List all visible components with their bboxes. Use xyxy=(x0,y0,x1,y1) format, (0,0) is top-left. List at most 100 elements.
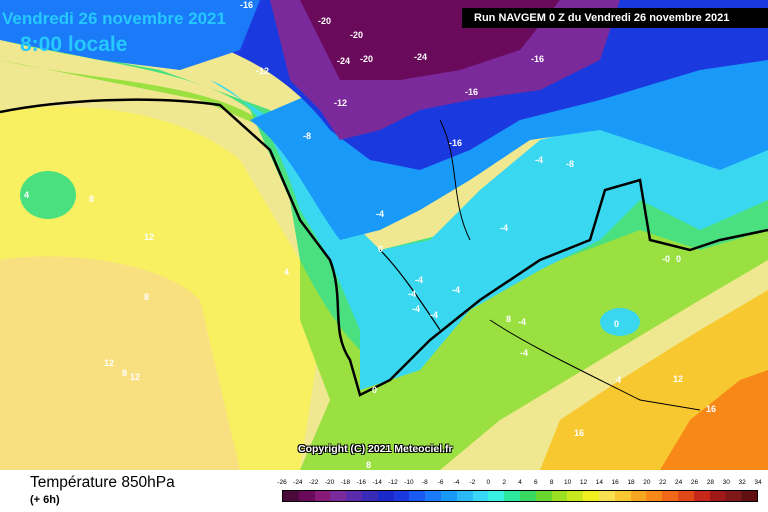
legend-label: 10 xyxy=(563,479,572,486)
isotherm-label: -20 xyxy=(350,30,363,40)
legend-swatch xyxy=(425,491,441,501)
legend-swatch xyxy=(298,491,315,501)
copyright-text: Copyright (C) 2021 Meteociel.fr xyxy=(298,443,453,455)
legend-swatch xyxy=(677,491,694,501)
isotherm-label: 16 xyxy=(574,428,584,438)
legend-swatch xyxy=(551,491,568,501)
isotherm-label: 16 xyxy=(706,404,716,414)
legend-label: -26 xyxy=(277,479,287,486)
isotherm-label: 12 xyxy=(104,358,114,368)
isotherm-label: -4 xyxy=(520,348,528,358)
legend-label: 14 xyxy=(595,479,603,486)
legend-swatch xyxy=(709,491,726,501)
isotherm-label: -8 xyxy=(566,159,574,169)
hot-zone-southeast xyxy=(660,370,768,470)
isotherm-label: -24 xyxy=(337,56,350,66)
isotherm-label: 8 xyxy=(506,314,511,324)
map-canvas: -16 -20 -20 -24 -20 -24 -12 -16 -16 -12 -8 -16 -4 -8 -… xyxy=(0,0,768,470)
legend-label: 18 xyxy=(627,479,635,486)
forecast-step: (+ 6h) xyxy=(30,494,60,506)
legend-label: 2 xyxy=(502,479,506,486)
legend-swatch xyxy=(662,491,678,501)
legend-swatch xyxy=(630,491,647,501)
isotherm-label: -16 xyxy=(465,87,478,97)
isotherm-label: -24 xyxy=(414,52,427,62)
isotherm-label: -16 xyxy=(531,54,544,64)
legend-swatch xyxy=(614,491,631,501)
isotherm-label: 4 xyxy=(616,375,621,385)
legend-label: 12 xyxy=(579,479,588,486)
legend-swatch xyxy=(646,491,663,501)
legend-swatch xyxy=(283,491,299,501)
isotherm-label: -4 xyxy=(408,289,416,299)
legend-label: -10 xyxy=(404,479,414,486)
isotherm-label: -16 xyxy=(240,0,253,10)
isotherm-label: -20 xyxy=(318,16,331,26)
legend-swatch xyxy=(519,491,536,501)
coastline-scandinavia xyxy=(439,119,471,241)
legend-label: 4 xyxy=(518,479,522,486)
isotherm-label: -4 xyxy=(518,317,526,327)
legend-color-bar xyxy=(282,490,758,502)
isotherm-label: 12 xyxy=(130,372,140,382)
legend-label: -2 xyxy=(469,479,476,486)
legend-label: 20 xyxy=(643,479,651,486)
coastline-europe xyxy=(379,249,441,331)
legend-swatch xyxy=(535,491,552,501)
legend-label: 24 xyxy=(675,479,683,486)
legend-swatch xyxy=(361,491,378,501)
zero-isotherm-line xyxy=(0,98,768,397)
isotherm-label: 8 xyxy=(89,194,94,204)
isotherm-label: -4 xyxy=(452,285,460,295)
legend-swatch xyxy=(741,491,757,501)
isotherm-label: -12 xyxy=(334,98,347,108)
legend-label: 22 xyxy=(659,479,667,486)
legend-label: -16 xyxy=(356,479,367,486)
isotherm-label: -12 xyxy=(256,66,269,76)
legend-label: -8 xyxy=(421,479,428,486)
legend-swatch xyxy=(598,491,615,501)
isotherm-label: -4 xyxy=(500,223,508,233)
legend-label: -20 xyxy=(324,479,335,486)
legend-label: -18 xyxy=(340,479,351,486)
legend-label: 0 xyxy=(486,479,491,486)
isotherm-label: 4 xyxy=(24,190,29,200)
coastline-mediterranean xyxy=(489,319,701,411)
north-atlantic-cold xyxy=(0,0,260,70)
color-scale-legend: -26 -24 -22 -20 -18 -16 -14 -12 -10 -8 -6 -4 -2 0 2 4 6 8… xyxy=(277,479,762,502)
parameter-title: Température 850hPa xyxy=(30,474,175,491)
legend-swatch xyxy=(456,491,473,501)
legend-label: 16 xyxy=(611,479,619,486)
legend-label: 34 xyxy=(754,479,762,486)
isotherm-label: -4 xyxy=(415,275,423,285)
isotherm-label: 12 xyxy=(673,374,683,384)
forecast-time-title: 8:00 locale xyxy=(20,33,128,56)
legend-swatch xyxy=(583,491,599,501)
isotherm-labels: -16 -20 -20 -24 -20 -24 -12 -16 -16 -12 -8 -16 -4 -8 -… xyxy=(24,0,716,470)
legend-labels: -26 -24 -22 -20 -18 -16 -14 -12 -10 -8 -6 -4 -2 0 2 4 6 8… xyxy=(277,479,762,489)
isotherm-label: -8 xyxy=(303,131,311,141)
isotherm-label: 4 xyxy=(284,267,289,277)
legend-label: -12 xyxy=(388,479,398,486)
legend-swatch xyxy=(440,491,457,501)
model-run-banner: Run NAVGEM 0 Z du Vendredi 26 novembre 2… xyxy=(462,8,768,28)
isotherm-label: 8 xyxy=(144,292,149,302)
cold-blob-east xyxy=(600,308,640,336)
legend-label: 8 xyxy=(549,479,554,486)
isotherm-label: 8 xyxy=(366,460,371,470)
isotherm-label: -4 xyxy=(430,310,438,320)
isotherm-label: -16 xyxy=(449,138,462,148)
legend-label: 30 xyxy=(722,479,730,486)
isotherm-label: 0 xyxy=(676,254,681,264)
isotherm-label: -4 xyxy=(376,209,384,219)
legend-swatch xyxy=(314,491,331,501)
cold-zone xyxy=(210,80,768,390)
isotherm-label: -0 xyxy=(662,254,670,264)
legend-swatch xyxy=(377,491,394,501)
legend-label: -24 xyxy=(293,479,303,486)
legend-swatch xyxy=(504,491,520,501)
legend-swatch xyxy=(330,491,347,501)
legend-label: -22 xyxy=(309,479,319,486)
isotherm-label: 12 xyxy=(144,232,154,242)
legend-swatch xyxy=(567,491,584,501)
